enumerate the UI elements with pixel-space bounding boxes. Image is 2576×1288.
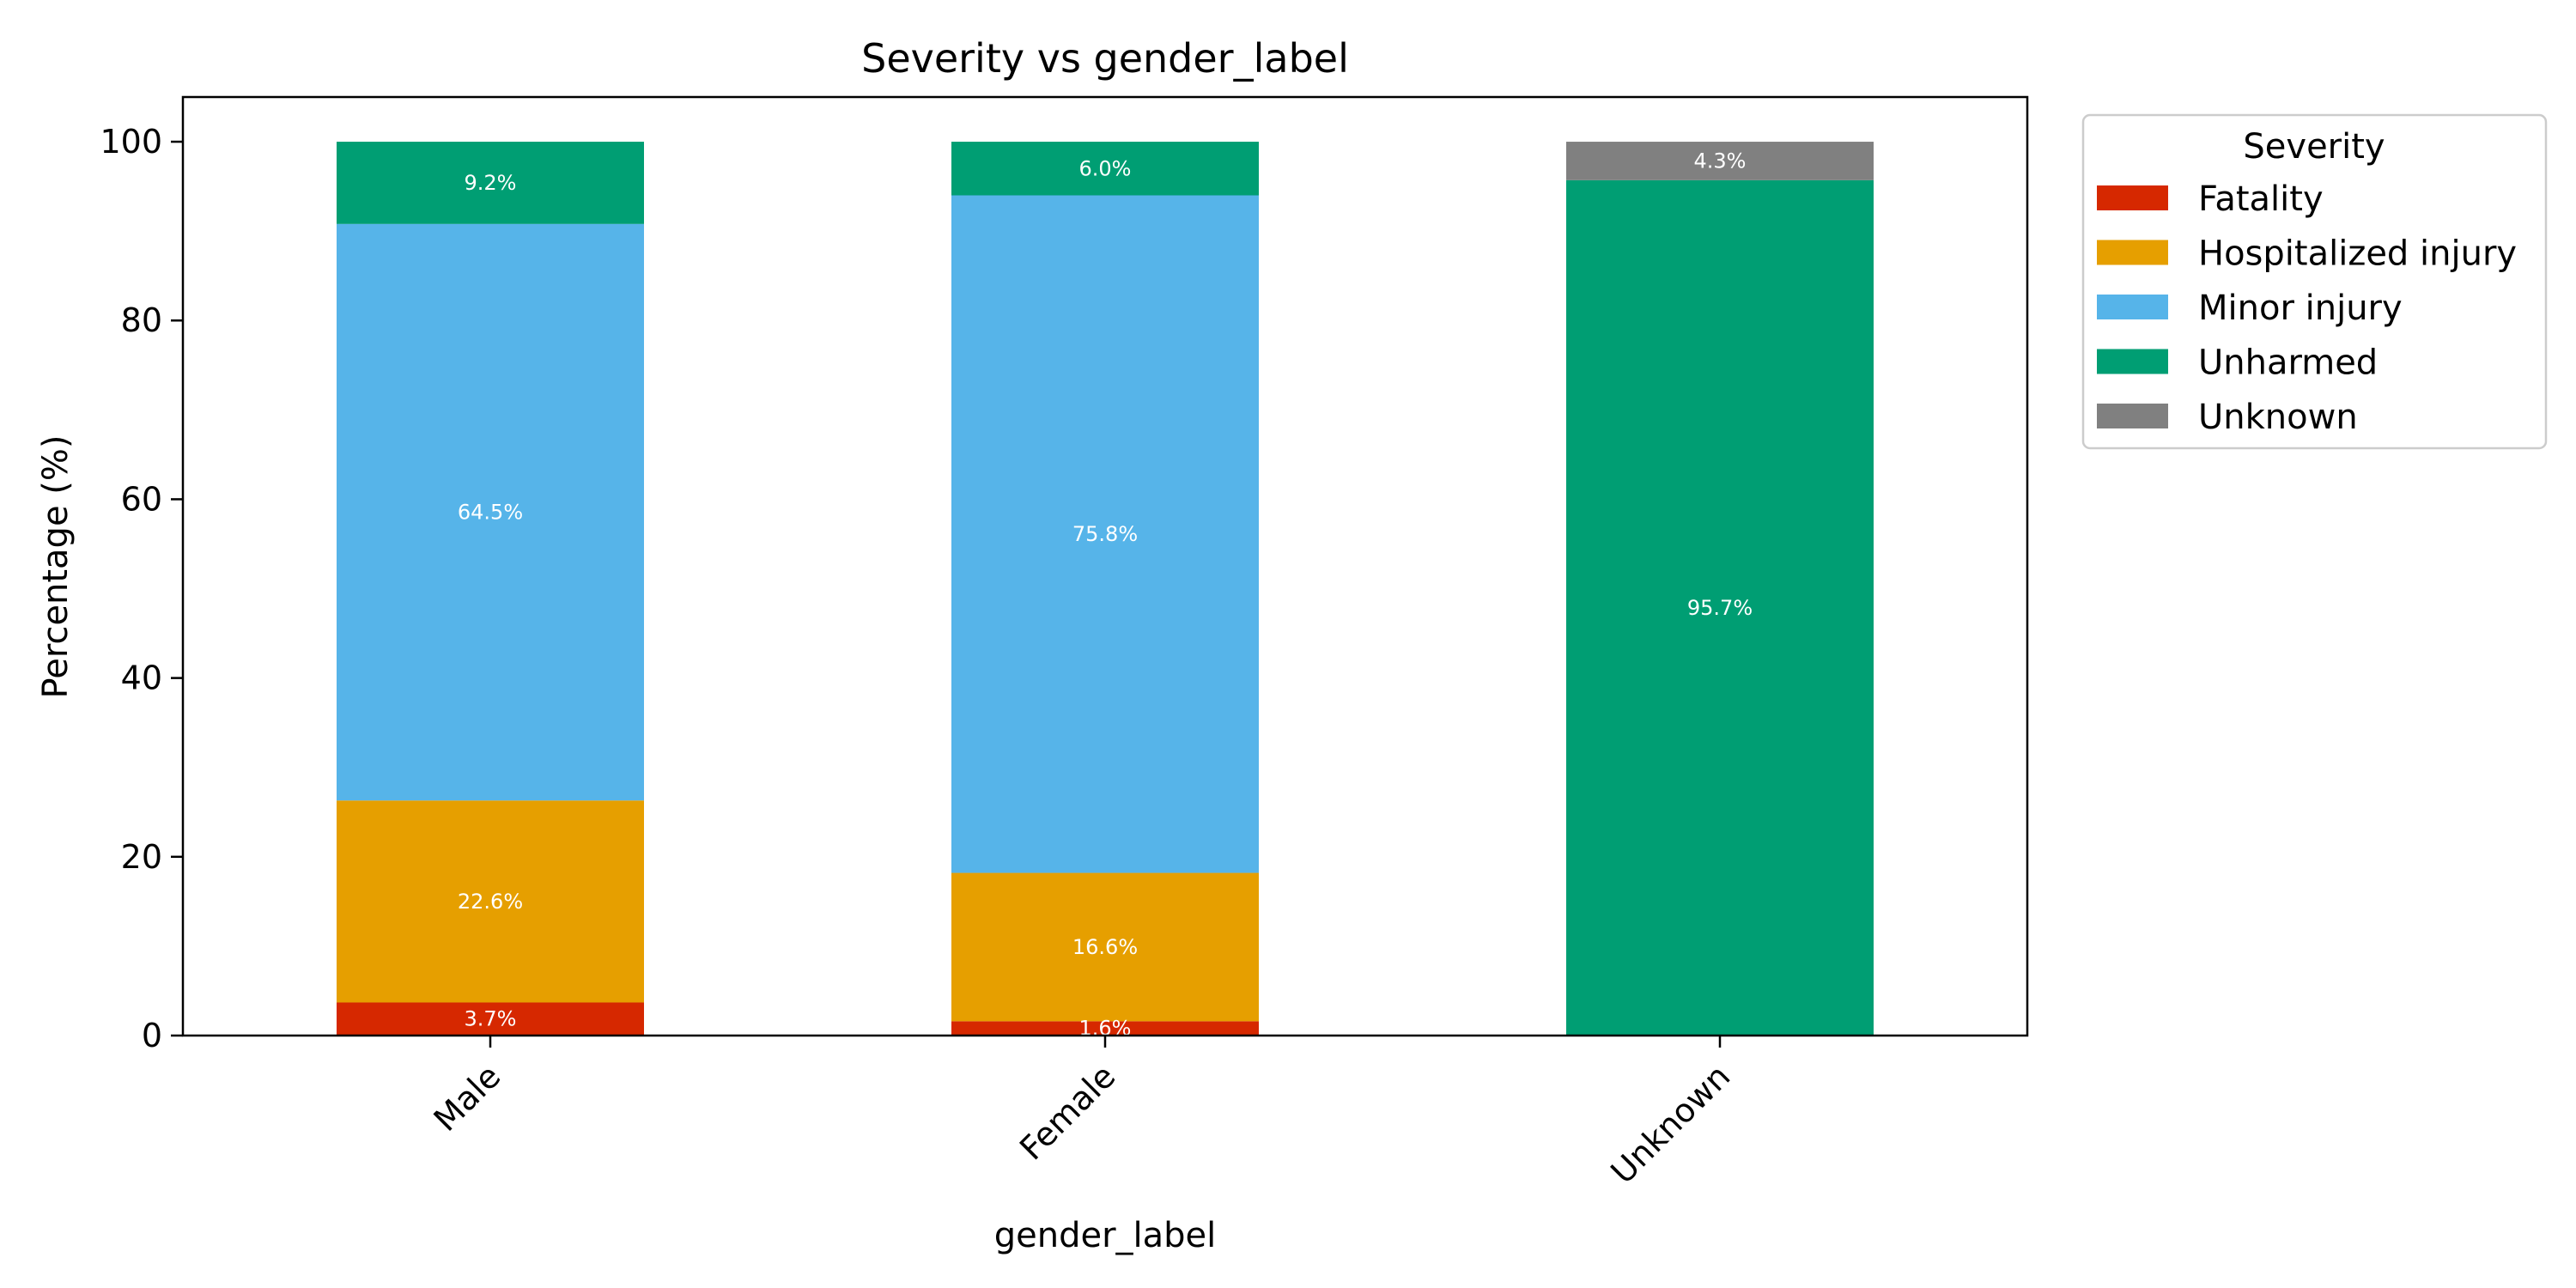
label-unknown-unharmed: 95.7% bbox=[1687, 596, 1753, 620]
legend-swatch-hospitalized-injury bbox=[2097, 240, 2168, 265]
label-male-minor-injury: 64.5% bbox=[458, 501, 523, 525]
bar-female-minor-injury bbox=[951, 195, 1259, 873]
label-male-fatality: 3.7% bbox=[465, 1007, 517, 1031]
label-female-minor-injury: 75.8% bbox=[1072, 522, 1138, 546]
legend-label-unknown: Unknown bbox=[2198, 398, 2358, 437]
y-axis: 0 20 40 60 80 100 bbox=[100, 123, 183, 1054]
label-female-hospitalized-injury: 16.6% bbox=[1072, 935, 1138, 959]
bar-female-unharmed bbox=[951, 142, 1259, 196]
label-male-hospitalized-injury: 22.6% bbox=[458, 890, 523, 914]
label-unknown-unknown: 4.3% bbox=[1694, 149, 1747, 173]
legend-swatch-unharmed bbox=[2097, 349, 2168, 374]
legend-title: Severity bbox=[2243, 127, 2385, 167]
chart-title: Severity vs gender_label bbox=[861, 35, 1349, 82]
legend-box bbox=[2081, 113, 2548, 450]
bar-male-minor-injury bbox=[337, 223, 644, 801]
label-female-unharmed: 6.0% bbox=[1079, 156, 1132, 180]
bar-male-unharmed bbox=[337, 142, 644, 224]
segment-labels-layer: 3.7%22.6%64.5%9.2%1.6%16.6%75.8%6.0%95.7… bbox=[458, 149, 1753, 1040]
legend-label-hospitalized-injury: Hospitalized injury bbox=[2198, 234, 2517, 274]
legend-label-fatality: Fatality bbox=[2198, 179, 2324, 219]
x-tick-label-female: Female bbox=[1012, 1057, 1122, 1167]
legend-label-unharmed: Unharmed bbox=[2198, 343, 2378, 383]
y-tick-label-20: 20 bbox=[121, 838, 162, 876]
bar-male-fatality bbox=[337, 1002, 644, 1036]
legend-swatch-fatality bbox=[2097, 185, 2168, 210]
legend-label-minor-injury: Minor injury bbox=[2198, 289, 2403, 328]
legend-swatch-unknown bbox=[2097, 404, 2168, 428]
y-tick-label-40: 40 bbox=[121, 659, 162, 697]
y-tick-label-100: 100 bbox=[100, 123, 162, 161]
y-tick-label-60: 60 bbox=[121, 480, 162, 518]
label-male-unharmed: 9.2% bbox=[465, 171, 517, 195]
y-tick-label-80: 80 bbox=[121, 301, 162, 339]
bar-unknown-unharmed bbox=[1566, 179, 1874, 1036]
y-tick-label-0: 0 bbox=[142, 1017, 162, 1054]
bar-male-hospitalized-injury bbox=[337, 800, 644, 1003]
legend: Severity Fatality Hospitalized injury Mino… bbox=[2081, 113, 2548, 450]
bar-female-hospitalized-injury bbox=[951, 872, 1259, 1022]
bar-female-fatality bbox=[951, 1021, 1259, 1036]
y-axis-label: Percentage (%) bbox=[36, 435, 76, 699]
bars-layer bbox=[337, 142, 1874, 1036]
x-axis: Male Female Unknown bbox=[427, 1036, 1738, 1191]
x-axis-label: gender_label bbox=[994, 1216, 1217, 1255]
x-tick-label-male: Male bbox=[427, 1057, 508, 1139]
x-tick-label-unknown: Unknown bbox=[1604, 1057, 1738, 1191]
bar-unknown-unknown bbox=[1566, 142, 1874, 180]
legend-swatch-minor-injury bbox=[2097, 295, 2168, 319]
